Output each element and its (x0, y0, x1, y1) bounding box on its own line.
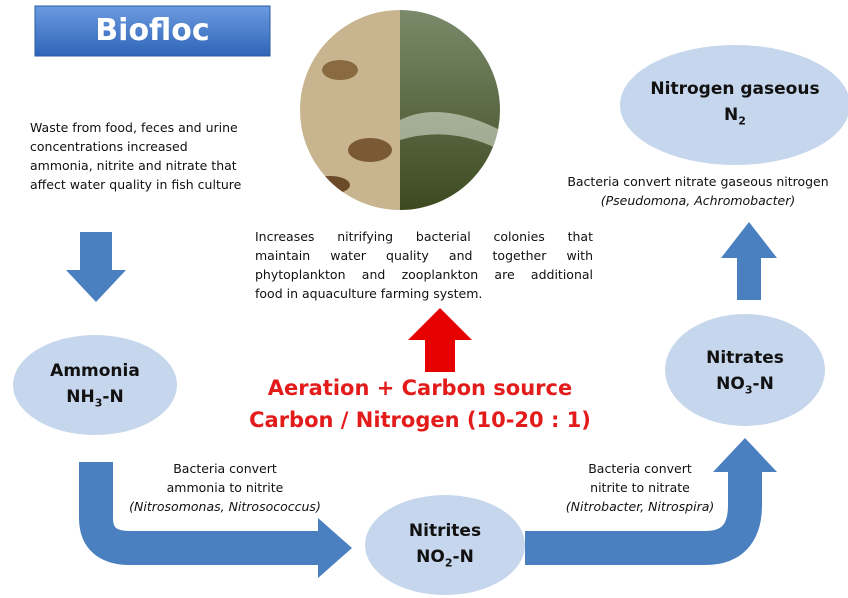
title: Biofloc (35, 11, 270, 51)
formula-sub: 3 (745, 383, 753, 396)
waste-text: Waste from food, feces and urine concent… (30, 118, 290, 194)
down-arrow (66, 232, 126, 302)
formula-suffix: -N (753, 374, 774, 394)
node: Ammonia NH3-N (15, 358, 175, 416)
text-line: Bacteria convert nitrate gaseous nitroge… (548, 172, 848, 191)
node: Nitrates NO3-N (665, 345, 825, 403)
organisms: (Nitrobacter, Nitrospira) (566, 499, 715, 514)
red-arrow (408, 308, 472, 372)
aeration: Aeration + Carbon source Carbon / Nitrog… (240, 372, 600, 436)
text-line: Increases nitrifying bacterial colonies … (255, 227, 593, 246)
text-line: nitrite to nitrate (530, 478, 750, 497)
formula: NO2-N (365, 544, 525, 576)
node-name: Nitrates (665, 345, 825, 371)
photo (300, 10, 500, 210)
caption: Bacteria convert nitrite to nitrate (Nit… (530, 459, 750, 516)
text-line: Waste from food, feces and urine (30, 118, 290, 137)
text-line: phytoplankton and zooplankton are additi… (255, 265, 593, 284)
formula-suffix: -N (453, 547, 474, 567)
formula-suffix: -N (102, 387, 123, 407)
formula: NO3-N (665, 371, 825, 403)
node: Nitrogen gaseous N2 (620, 76, 848, 134)
arrow-head (318, 518, 352, 578)
text-line: Aeration + Carbon source (240, 372, 600, 404)
formula: N2 (620, 102, 848, 134)
formula-base: NO (716, 374, 745, 394)
diagram: Biofloc Waste from food, feces and urine… (0, 0, 848, 598)
up-arrow (721, 222, 777, 300)
caption: Bacteria convert nitrate gaseous nitroge… (548, 172, 848, 210)
formula-base: N (724, 105, 738, 125)
text-line: concentrations increased (30, 137, 290, 156)
text-line: affect water quality in fish culture (30, 175, 290, 194)
formula: NH3-N (15, 384, 175, 416)
text-line: Bacteria convert (110, 459, 340, 478)
organisms: (Pseudomona, Achromobacter) (601, 193, 796, 208)
text-line: food in aquaculture farming system. (255, 284, 593, 303)
organisms: (Nitrosomonas, Nitrosococcus) (129, 499, 321, 514)
caption: Bacteria convert ammonia to nitrite (Nit… (110, 459, 340, 516)
formula-sub: 2 (445, 556, 453, 569)
node: Nitrites NO2-N (365, 518, 525, 576)
center-text: Increases nitrifying bacterial colonies … (255, 227, 593, 303)
text-line: Bacteria convert (530, 459, 750, 478)
node-name: Ammonia (15, 358, 175, 384)
text-line: ammonia to nitrite (110, 478, 340, 497)
formula-base: NH (66, 387, 94, 407)
text-line: Carbon / Nitrogen (10-20 : 1) (240, 404, 600, 436)
node-name: Nitrites (365, 518, 525, 544)
formula-base: NO (416, 547, 445, 567)
node-name: Nitrogen gaseous (620, 76, 848, 102)
text-line: ammonia, nitrite and nitrate that (30, 156, 290, 175)
text-line: maintain water quality and together with (255, 246, 593, 265)
formula-sub: 2 (738, 114, 746, 127)
